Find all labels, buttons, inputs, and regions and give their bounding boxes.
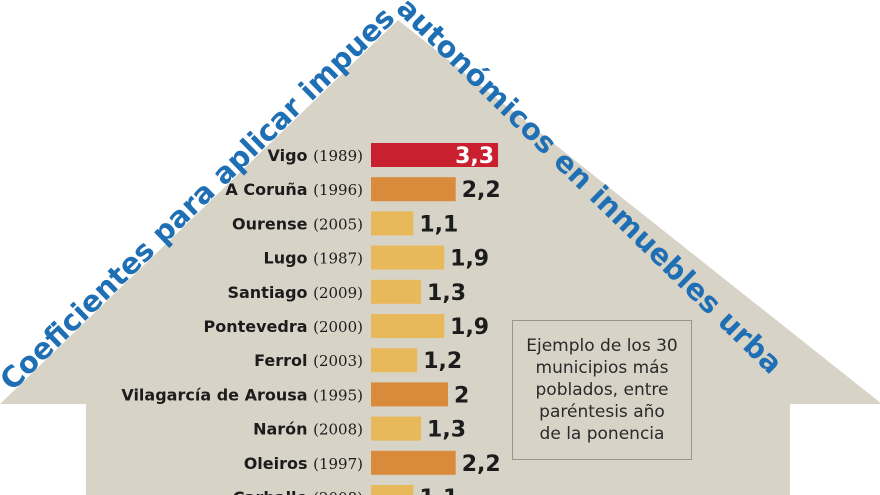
bar: [371, 485, 414, 495]
chart-note-text: Ejemplo de los 30 municipios más poblado…: [526, 336, 678, 444]
bar-row: Santiago (2009) 1,3: [227, 279, 466, 306]
value-label: 1,1: [419, 212, 458, 237]
bar-row: Ourense (2005) 1,1: [232, 211, 458, 237]
bar-row: Ferrol (2003) 1,2: [254, 348, 462, 374]
bar-row: Pontevedra (2000) 1,9: [204, 314, 489, 340]
category-label: Pontevedra (2000): [204, 317, 364, 336]
bar: [371, 177, 456, 202]
value-label: 1,3: [427, 418, 466, 443]
chart-note: Ejemplo de los 30 municipios más poblado…: [512, 320, 692, 460]
category-label: Narón (2008): [253, 420, 363, 439]
value-label: 2: [454, 383, 469, 408]
bar: [371, 245, 445, 270]
category-label: Ferrol (2003): [254, 351, 363, 370]
bars-layer: Vigo (1989) 3,3A Coruña (1996) 2,2Ourense …: [121, 143, 501, 495]
bar: [371, 348, 418, 373]
category-label: Santiago (2009): [227, 283, 363, 302]
value-label: 3,3: [455, 144, 494, 169]
bar: [371, 450, 456, 475]
value-label: 1,3: [427, 281, 466, 306]
bar: [371, 279, 422, 304]
value-label: 1,9: [450, 315, 489, 340]
category-label: Oleiros (1997): [244, 454, 363, 473]
bar-row: Narón (2008) 1,3: [253, 416, 466, 443]
bar-row: Oleiros (1997) 2,2: [244, 450, 501, 477]
category-label: Vilagarcía de Arousa (1995): [121, 385, 363, 404]
value-label: 1,1: [419, 486, 458, 495]
bar: [371, 382, 448, 407]
bar: [371, 211, 414, 236]
bar-row: Vilagarcía de Arousa (1995) 2: [121, 382, 469, 408]
category-label: Lugo (1987): [264, 249, 364, 268]
bar: [371, 143, 499, 167]
category-label: Vigo (1989): [268, 146, 364, 165]
category-label: A Coruña (1996): [225, 180, 363, 199]
bar: [371, 416, 422, 441]
bar-row: Lugo (1987) 1,9: [264, 245, 489, 272]
category-label: Ourense (2005): [232, 214, 363, 233]
bar-row: Carballo (2008) 1,1: [233, 485, 458, 495]
category-label: Carballo (2008): [233, 488, 363, 495]
value-label: 1,2: [423, 349, 462, 374]
bar: [371, 314, 445, 338]
value-label: 2,2: [462, 178, 501, 203]
bar-row: A Coruña (1996) 2,2: [225, 177, 501, 203]
value-label: 1,9: [450, 247, 489, 272]
value-label: 2,2: [462, 452, 501, 477]
bar-row: Vigo (1989) 3,3: [268, 143, 499, 169]
